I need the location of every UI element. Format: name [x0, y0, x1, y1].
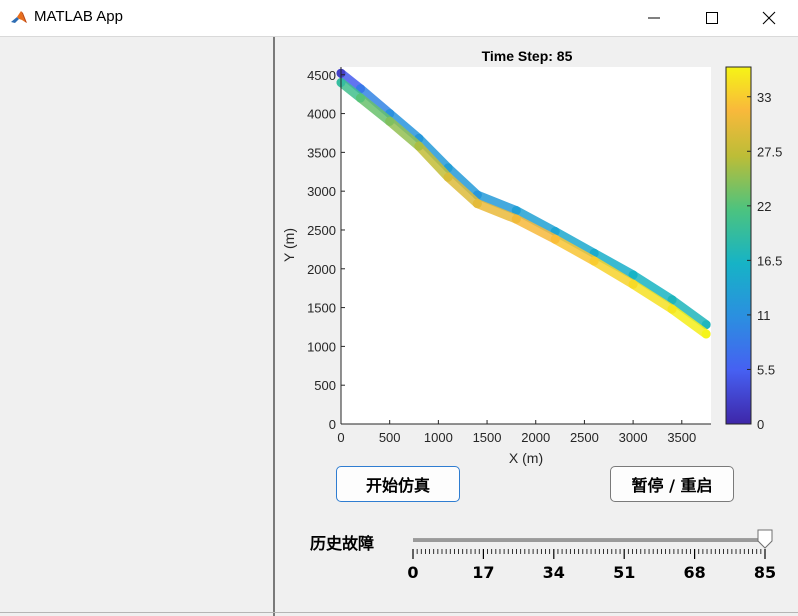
- slider-tick-label: 0: [407, 563, 418, 582]
- trajectory-point: [472, 199, 482, 209]
- title-bar: MATLAB App: [0, 0, 798, 37]
- y-tick-label: 4000: [307, 107, 336, 122]
- window-title: MATLAB App: [34, 8, 123, 25]
- maximize-button[interactable]: [683, 0, 741, 36]
- slider-tick-label: 51: [613, 563, 635, 582]
- trajectory-segment: [414, 141, 453, 182]
- y-tick-label: 3500: [307, 145, 336, 160]
- colorbar-tick-label: 33: [757, 90, 771, 105]
- y-tick-label: 2500: [307, 223, 336, 238]
- colorbar: [725, 66, 752, 425]
- trajectory-point: [355, 93, 365, 103]
- trajectory-point: [667, 295, 677, 305]
- slider-track[interactable]: [413, 538, 765, 542]
- trajectory-point: [628, 279, 638, 289]
- slider-tick-label: 17: [472, 563, 494, 582]
- trajectory-segment: [667, 295, 711, 330]
- trajectory-point: [511, 214, 521, 224]
- x-tick-label: 1500: [473, 430, 502, 445]
- slider-tick-label: 85: [754, 563, 776, 582]
- chart-title: Time Step: 85: [482, 48, 573, 64]
- trajectory-segment: [414, 133, 453, 173]
- y-tick-label: 4500: [307, 68, 336, 83]
- x-tick-label: 1000: [424, 430, 453, 445]
- y-tick-label: 2000: [307, 262, 336, 277]
- trajectory-point: [701, 329, 711, 339]
- colorbar-tick-label: 27.5: [757, 144, 782, 159]
- trajectory-segment: [550, 227, 599, 258]
- trajectory-segment: [355, 93, 395, 126]
- trajectory-segment: [385, 109, 424, 143]
- close-icon: [762, 11, 776, 25]
- series-layer: [336, 68, 711, 339]
- trajectory-segment: [628, 270, 677, 305]
- colorbar-tick-label: 0: [757, 417, 764, 432]
- trajectory-segment: [443, 172, 482, 209]
- x-ticks: 0 500 1000 1500 2000 2500 3000 3500: [337, 420, 696, 445]
- bottom-border: [0, 612, 798, 613]
- colorbar-tick-label: 22: [757, 199, 771, 214]
- colorbar-ticks: 0 5.5 11 16.5 22 27.5 33: [747, 90, 782, 432]
- left-panel: [0, 37, 273, 616]
- trajectory-segment: [511, 214, 560, 244]
- colorbar-tick-label: 16.5: [757, 253, 782, 268]
- slider-label: 历史故障: [310, 534, 375, 553]
- trajectory-point: [443, 172, 453, 182]
- trajectory-chart: Time Step: 85 0 500 1000 1500 2000 2500 3000 35…: [281, 48, 782, 466]
- y-tick-label: 500: [314, 378, 336, 393]
- y-ticks: 0 500 1000 1500 2000 2500 3000 3500 4000 4500: [307, 68, 345, 432]
- trajectory-point: [667, 304, 677, 314]
- y-tick-label: 1000: [307, 339, 336, 354]
- trajectory-segment: [355, 84, 395, 119]
- start-simulation-button[interactable]: 开始仿真: [336, 466, 460, 502]
- x-tick-label: 3500: [667, 430, 696, 445]
- x-tick-label: 500: [379, 430, 401, 445]
- slider-fill: [413, 539, 765, 542]
- trajectory-segment: [589, 248, 638, 280]
- pause-restart-button[interactable]: 暂停 / 重启: [610, 466, 734, 502]
- y-tick-label: 3000: [307, 184, 336, 199]
- maximize-icon: [706, 12, 718, 24]
- x-axis-label: X (m): [509, 450, 543, 466]
- minimize-button[interactable]: [625, 0, 683, 36]
- trajectory-segment: [667, 304, 711, 339]
- x-tick-label: 0: [337, 430, 344, 445]
- trajectory-point: [385, 116, 395, 126]
- trajectory-segment: [589, 256, 638, 289]
- slider-ticks: 0 17 34 51 68 85: [407, 549, 776, 582]
- close-button[interactable]: [740, 0, 798, 36]
- colorbar-tick-label: 5.5: [757, 362, 775, 377]
- trajectory-segment: [511, 206, 560, 237]
- trajectory-segment: [385, 116, 424, 151]
- matlab-logo-icon: [10, 9, 28, 27]
- trajectory-segment: [550, 234, 599, 266]
- slider-thumb[interactable]: [757, 529, 773, 549]
- y-tick-label: 0: [329, 417, 336, 432]
- trajectory-point: [628, 270, 638, 280]
- y-tick-label: 1500: [307, 301, 336, 316]
- panel-divider[interactable]: [273, 37, 275, 616]
- trajectory-point: [414, 141, 424, 151]
- trajectory-point: [589, 256, 599, 266]
- y-axis-label: Y (m): [281, 228, 297, 262]
- trajectory-segment: [472, 199, 521, 224]
- trajectory-point: [511, 206, 521, 216]
- slider-tick-label: 34: [543, 563, 565, 582]
- x-tick-label: 2500: [570, 430, 599, 445]
- trajectory-segment: [628, 279, 677, 314]
- colorbar-tick-label: 11: [757, 308, 771, 323]
- trajectory-segment: [443, 163, 482, 200]
- x-tick-label: 3000: [619, 430, 648, 445]
- x-tick-label: 2000: [521, 430, 550, 445]
- trajectory-point: [550, 234, 560, 244]
- slider-tick-label: 68: [683, 563, 705, 582]
- minimize-icon: [648, 17, 660, 19]
- trajectory-segment: [472, 190, 521, 216]
